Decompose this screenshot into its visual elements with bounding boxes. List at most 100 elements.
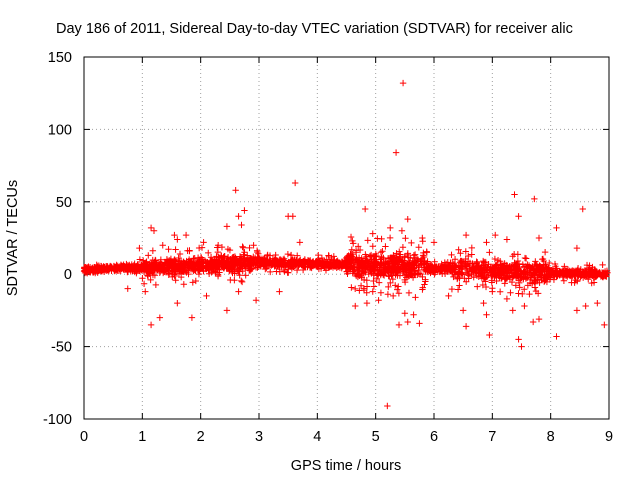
data-point <box>381 269 388 276</box>
data-point <box>572 276 579 284</box>
data-point <box>172 246 179 253</box>
data-point <box>278 263 285 270</box>
data-point <box>258 255 266 263</box>
data-point <box>250 256 258 264</box>
data-point <box>479 267 486 274</box>
data-point <box>200 259 207 266</box>
data-point <box>589 263 596 271</box>
y-tick-label: 100 <box>48 122 72 138</box>
data-point <box>220 265 228 272</box>
data-point <box>521 302 528 310</box>
data-point <box>235 288 242 295</box>
data-point <box>175 254 182 262</box>
data-point <box>531 274 538 282</box>
data-point <box>280 266 288 274</box>
data-point <box>363 289 370 296</box>
grid-lines <box>84 57 609 419</box>
data-point <box>208 269 215 276</box>
data-point <box>574 265 582 272</box>
data-point <box>293 266 301 274</box>
data-point <box>147 321 155 329</box>
data-point <box>382 258 390 266</box>
data-point <box>263 265 270 272</box>
data-point <box>103 262 110 270</box>
data-point <box>431 258 438 266</box>
data-point <box>149 247 157 254</box>
data-point <box>147 276 154 284</box>
data-point <box>504 265 511 272</box>
data-point <box>136 256 144 263</box>
data-point <box>568 279 575 286</box>
data-point <box>268 262 275 269</box>
data-point <box>214 266 222 273</box>
data-point <box>454 286 462 293</box>
data-point <box>385 283 392 291</box>
data-point <box>518 274 525 281</box>
data-point <box>144 265 152 272</box>
data-point <box>328 254 335 262</box>
data-point <box>150 227 158 234</box>
data-point <box>405 289 413 297</box>
data-point <box>198 244 206 251</box>
data-point <box>256 260 264 268</box>
data-point <box>334 257 341 265</box>
data-point <box>175 260 183 267</box>
data-point <box>218 243 226 251</box>
data-point <box>352 302 359 310</box>
data-point <box>430 239 438 246</box>
data-point <box>384 259 391 267</box>
data-point <box>399 269 407 277</box>
data-point <box>457 250 464 257</box>
data-point <box>402 235 409 242</box>
data-point <box>387 224 394 232</box>
data-point <box>241 249 248 256</box>
data-point <box>230 253 237 261</box>
data-point <box>489 266 496 273</box>
data-point <box>522 268 529 276</box>
data-point <box>218 252 225 259</box>
data-point <box>590 279 598 286</box>
data-point <box>411 251 419 258</box>
data-point <box>132 267 140 275</box>
data-point <box>369 230 376 237</box>
data-point <box>289 213 297 220</box>
data-point <box>573 307 581 314</box>
data-point <box>474 283 481 290</box>
data-point <box>539 255 547 263</box>
data-point <box>406 263 413 270</box>
data-point <box>252 297 260 304</box>
data-point <box>267 268 274 276</box>
plot-frame <box>83 56 610 420</box>
data-point <box>549 267 556 274</box>
data-point <box>159 242 166 249</box>
data-point <box>152 263 159 270</box>
data-point <box>601 321 608 329</box>
data-point <box>400 262 407 269</box>
data-point <box>462 248 469 255</box>
data-point <box>291 256 298 263</box>
data-point <box>167 257 174 264</box>
data-point <box>294 252 301 259</box>
data-point <box>285 265 292 273</box>
data-point <box>459 307 467 314</box>
data-point <box>165 246 172 253</box>
x-tick-label: 7 <box>488 429 496 445</box>
y-tick-label: 50 <box>56 195 72 211</box>
data-point <box>192 277 199 285</box>
data-point <box>146 270 154 277</box>
data-point <box>579 205 586 213</box>
data-point <box>343 268 350 275</box>
data-point <box>541 277 549 284</box>
data-point <box>480 262 487 269</box>
data-point <box>356 263 363 271</box>
data-point <box>533 262 541 270</box>
data-points <box>80 79 611 410</box>
data-point <box>199 256 206 263</box>
data-point <box>206 257 214 265</box>
data-point <box>228 266 236 274</box>
data-point <box>223 258 231 265</box>
data-point <box>373 252 380 260</box>
data-point <box>526 290 533 298</box>
data-point <box>404 318 411 326</box>
data-point <box>369 243 377 250</box>
